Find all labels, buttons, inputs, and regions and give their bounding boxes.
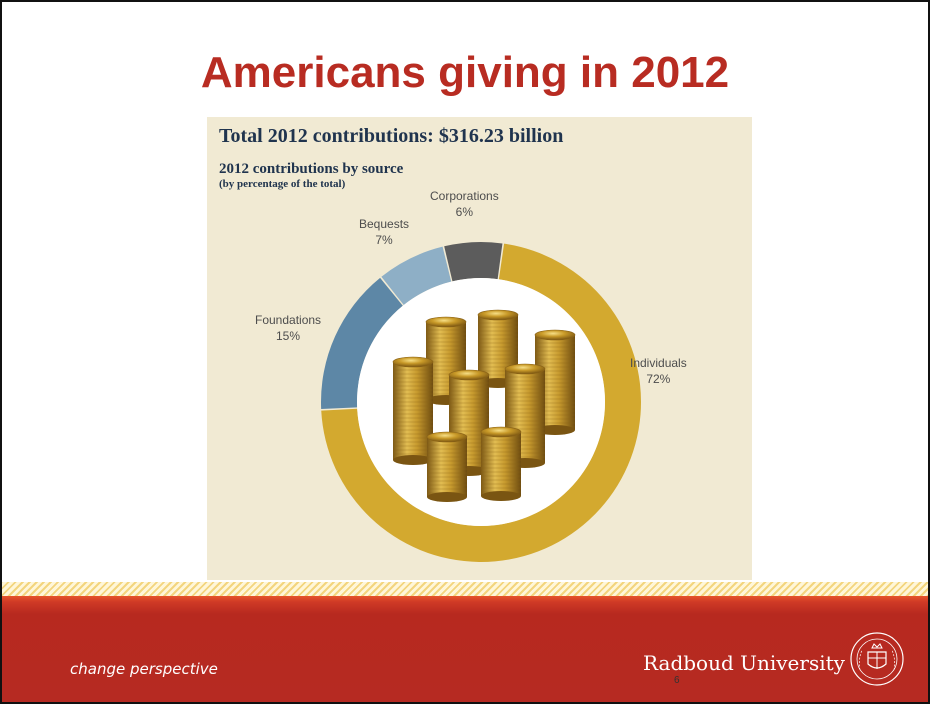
slice-label-corporations: Corporations 6% <box>430 188 499 220</box>
footer-stripe <box>0 582 930 598</box>
chart-panel: Total 2012 contributions: $316.23 billio… <box>207 117 752 580</box>
slice-label-foundations: Foundations 15% <box>255 312 321 344</box>
slice-foundations <box>321 277 403 409</box>
university-seal-icon <box>850 632 904 686</box>
slice-bequests <box>381 246 452 305</box>
footer-band <box>0 596 930 704</box>
slice-name: Corporations <box>430 189 499 203</box>
slice-name: Foundations <box>255 313 322 327</box>
slice-value: 7% <box>375 233 393 247</box>
slice-value: 6% <box>455 205 474 219</box>
chart-subtitle: 2012 contributions by source <box>219 161 404 177</box>
page-number: 6 <box>674 675 680 686</box>
coin-stack <box>427 437 467 497</box>
slide-title: Americans giving in 2012 <box>200 48 730 97</box>
chart-note: (by percentage of the total) <box>219 178 346 190</box>
tagline: change perspective <box>70 660 218 678</box>
slice-name: Bequests <box>359 217 410 231</box>
slice-corporations <box>444 242 503 282</box>
donut-chart <box>321 242 641 562</box>
university-name: Radboud University <box>643 651 845 675</box>
slice-value: 72% <box>646 372 671 386</box>
coin-stack <box>393 362 433 460</box>
chart-title: Total 2012 contributions: $316.23 billio… <box>219 125 564 147</box>
slice-label-bequests: Bequests 7% <box>359 216 409 248</box>
slice-name: Individuals <box>630 356 687 370</box>
gold-coins-image <box>392 309 576 502</box>
slice-value: 15% <box>276 329 301 343</box>
slice-label-individuals: Individuals 72% <box>630 355 687 387</box>
